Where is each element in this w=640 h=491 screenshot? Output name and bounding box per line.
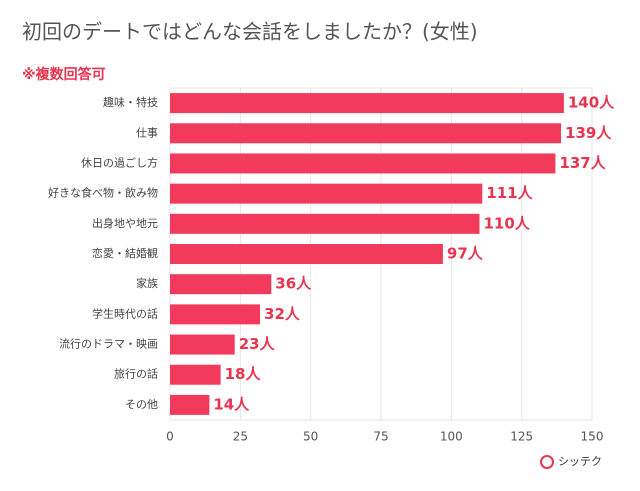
y-tick-label: 流行のドラマ・映画 bbox=[59, 337, 158, 351]
bar bbox=[170, 274, 272, 295]
bar bbox=[170, 93, 564, 114]
value-label: 140人 bbox=[568, 94, 615, 112]
x-tick-label: 0 bbox=[166, 430, 174, 444]
value-label: 97人 bbox=[447, 245, 484, 263]
x-tick-label: 50 bbox=[303, 430, 318, 444]
brand-logo: シッテク bbox=[558, 455, 602, 468]
bar bbox=[170, 364, 221, 385]
value-label: 111人 bbox=[486, 184, 533, 202]
bar bbox=[170, 334, 235, 355]
chart-subtitle: ※複数回答可 bbox=[22, 66, 106, 83]
bar bbox=[170, 153, 556, 174]
chart-title: 初回のデートではどんな会話をしましたか？(女性) bbox=[22, 20, 478, 44]
y-tick-label: 好きな食べ物・飲み物 bbox=[48, 186, 158, 200]
bar bbox=[170, 123, 562, 144]
x-tick-label: 100 bbox=[440, 430, 463, 444]
x-tick-label: 75 bbox=[373, 430, 388, 444]
value-label: 23人 bbox=[239, 335, 276, 353]
x-tick-label: 25 bbox=[233, 430, 248, 444]
y-tick-label: 旅行の話 bbox=[114, 367, 158, 381]
bar bbox=[170, 183, 483, 204]
brand-icon bbox=[540, 455, 554, 469]
value-label: 14人 bbox=[213, 395, 250, 413]
value-label: 139人 bbox=[565, 124, 612, 142]
value-label: 18人 bbox=[225, 365, 262, 383]
value-label: 110人 bbox=[483, 214, 530, 232]
y-tick-label: 休日の過ごし方 bbox=[81, 155, 158, 169]
bar bbox=[170, 394, 210, 415]
y-tick-label: 趣味・特技 bbox=[103, 95, 158, 109]
y-tick-label: その他 bbox=[125, 398, 158, 411]
y-tick-label: 家族 bbox=[136, 276, 158, 290]
y-tick-label: 仕事 bbox=[136, 126, 158, 139]
value-label: 137人 bbox=[559, 154, 606, 172]
x-tick-label: 125 bbox=[510, 430, 533, 444]
value-label: 32人 bbox=[264, 305, 301, 323]
bar bbox=[170, 213, 480, 234]
x-tick-label: 150 bbox=[581, 430, 604, 444]
y-tick-label: 学生時代の話 bbox=[92, 306, 158, 320]
y-tick-label: 恋愛・結婚観 bbox=[92, 246, 158, 260]
y-tick-label: 出身地や地元 bbox=[92, 216, 158, 230]
bar bbox=[170, 304, 261, 325]
bar bbox=[170, 244, 443, 264]
value-label: 36人 bbox=[275, 275, 312, 293]
